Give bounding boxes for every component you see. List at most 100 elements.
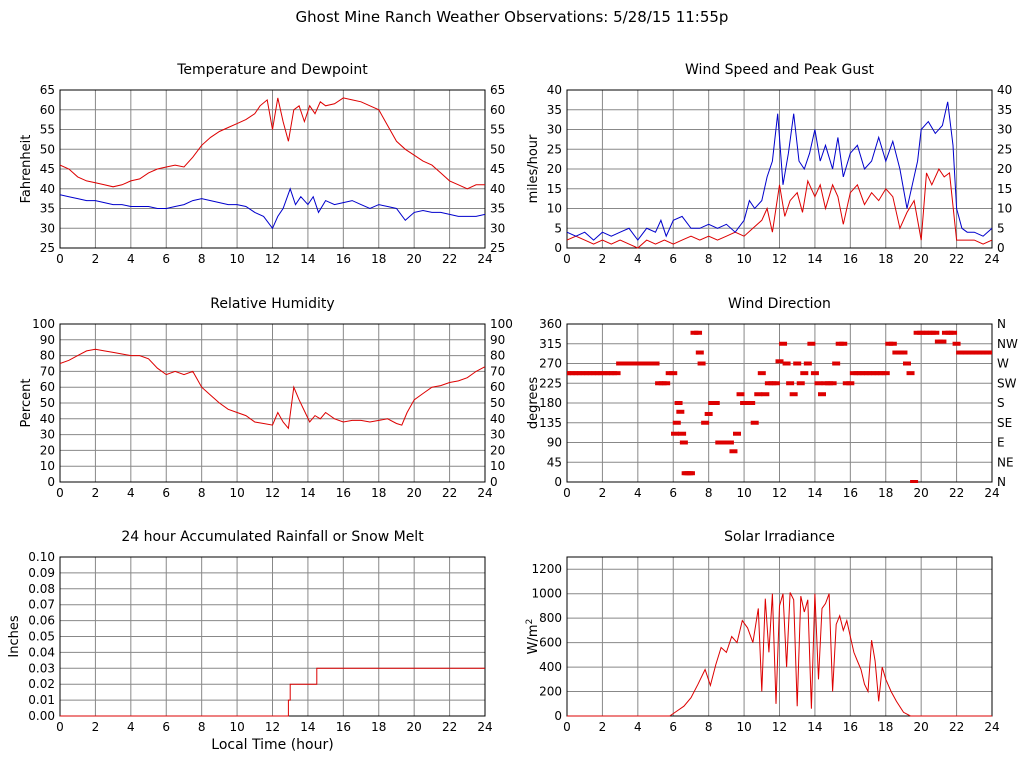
y-tick-label: 0.00: [28, 709, 55, 723]
right-y-tick-label: 20: [490, 443, 505, 457]
right-y-tick-label: 25: [490, 241, 505, 255]
data-point: [736, 392, 745, 397]
right-y-tick-label: 30: [490, 428, 505, 442]
y-tick-label: 90: [40, 333, 55, 347]
x-tick-label: 22: [949, 720, 964, 734]
y-tick-label: 40: [40, 182, 55, 196]
x-tick-label: 14: [300, 720, 315, 734]
right-y-tick-label: S: [997, 396, 1005, 410]
x-tick-label: 8: [705, 252, 713, 266]
y-axis-label: degrees: [526, 377, 541, 430]
chart-title: Relative Humidity: [210, 296, 334, 312]
plot-frame: [59, 89, 486, 249]
y-axis-label: Inches: [7, 615, 22, 657]
x-tick-label: 18: [878, 486, 893, 500]
data-point: [810, 371, 819, 376]
page-title: Ghost Mine Ranch Weather Observations: 5…: [295, 8, 729, 26]
data-point: [949, 330, 958, 335]
data-point: [793, 361, 802, 366]
x-tick-label: 14: [807, 720, 822, 734]
x-tick-label: 20: [407, 486, 422, 500]
right-y-tick-label: 60: [490, 103, 505, 117]
right-y-tick-label: NW: [997, 337, 1018, 351]
x-tick-label: 4: [127, 720, 135, 734]
x-tick-label: 22: [949, 486, 964, 500]
x-tick-label: 0: [56, 720, 64, 734]
x-tick-label: 8: [705, 486, 713, 500]
right-y-tick-label: N: [997, 475, 1006, 489]
x-tick-label: 12: [265, 252, 280, 266]
right-y-tick-label: N: [997, 317, 1006, 331]
y-tick-label: 0.06: [28, 614, 55, 628]
y-tick-label: 315: [539, 337, 562, 351]
x-tick-label: 10: [229, 720, 244, 734]
x-tick-label: 24: [477, 720, 492, 734]
y-axis-label: Fahrenheit: [19, 135, 34, 204]
y-tick-label: 90: [547, 436, 562, 450]
y-tick-label: 30: [547, 123, 562, 137]
y-tick-label: 0: [554, 241, 562, 255]
y-tick-label: 45: [40, 162, 55, 176]
right-y-tick-label: E: [997, 436, 1005, 450]
y-tick-label: 0.02: [28, 677, 55, 691]
y-tick-label: 0.05: [28, 630, 55, 644]
x-tick-label: 16: [843, 486, 858, 500]
data-point: [678, 431, 687, 436]
x-axis-label: Local Time (hour): [211, 737, 333, 753]
y-tick-label: 0.07: [28, 598, 55, 612]
data-point: [814, 381, 823, 386]
data-point: [662, 381, 671, 386]
y-tick-label: 0.04: [28, 645, 55, 659]
x-tick-label: 12: [772, 486, 787, 500]
y-tick-label: 800: [539, 611, 562, 625]
x-tick-label: 0: [56, 252, 64, 266]
y-tick-label: 0.01: [28, 693, 55, 707]
x-tick-label: 4: [127, 252, 135, 266]
y-tick-label: 50: [40, 142, 55, 156]
y-tick-label: 55: [40, 123, 55, 137]
y-tick-label: 35: [547, 103, 562, 117]
x-tick-label: 6: [669, 486, 677, 500]
data-point: [839, 341, 848, 346]
right-y-tick-label: 55: [490, 123, 505, 137]
x-tick-label: 8: [198, 252, 206, 266]
chart-title: Wind Direction: [728, 296, 831, 312]
data-point: [733, 431, 741, 436]
y-tick-label: 0: [47, 475, 55, 489]
data-point: [881, 371, 890, 376]
x-tick-label: 2: [599, 252, 607, 266]
y-axis-label: Percent: [19, 379, 34, 428]
right-y-tick-label: 45: [490, 162, 505, 176]
series-line: [567, 101, 992, 241]
x-tick-label: 18: [371, 252, 386, 266]
x-tick-label: 0: [56, 486, 64, 500]
x-tick-label: 24: [984, 486, 999, 500]
x-tick-label: 14: [300, 252, 315, 266]
right-y-tick-label: NE: [997, 455, 1014, 469]
data-point: [674, 401, 683, 405]
right-y-tick-label: W: [997, 357, 1009, 371]
plot-frame: [566, 556, 993, 717]
data-point: [704, 411, 713, 416]
x-tick-label: 24: [984, 252, 999, 266]
data-point: [910, 480, 919, 483]
x-tick-label: 20: [914, 252, 929, 266]
x-tick-label: 2: [92, 252, 100, 266]
y-tick-label: 0: [554, 475, 562, 489]
chart-title: 24 hour Accumulated Rainfall or Snow Mel…: [121, 529, 424, 545]
data-point: [803, 361, 812, 366]
data-point: [786, 381, 795, 386]
series-line: [567, 592, 992, 717]
y-tick-label: 40: [40, 412, 55, 426]
plot-frame: [566, 323, 993, 483]
series-line: [60, 348, 485, 430]
x-tick-label: 18: [371, 720, 386, 734]
y-tick-label: 50: [40, 396, 55, 410]
x-tick-label: 0: [563, 720, 571, 734]
x-tick-label: 2: [599, 486, 607, 500]
x-tick-label: 6: [162, 486, 170, 500]
data-point: [729, 449, 738, 454]
right-y-tick-label: 100: [490, 317, 513, 331]
